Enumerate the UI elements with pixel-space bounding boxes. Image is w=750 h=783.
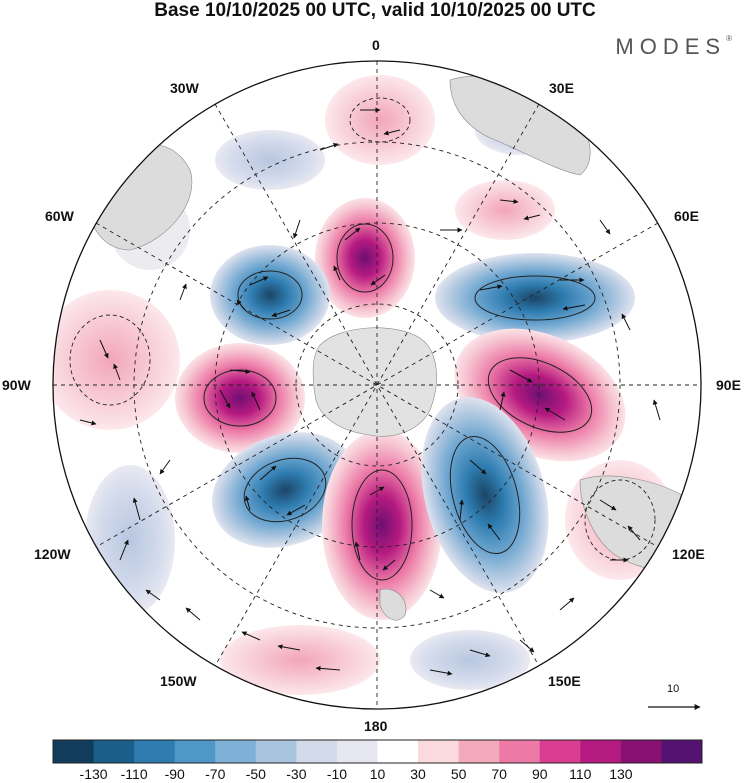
- colorbar-tick-label: 90: [531, 766, 548, 782]
- map-border: [52, 60, 702, 710]
- lon-label-90e: 90E: [716, 377, 741, 393]
- colorbar-tick-label: 10: [369, 766, 386, 782]
- wind-vectors: [79, 107, 661, 676]
- lon-label-0: 0: [372, 37, 380, 53]
- colorbar-swatch: [661, 740, 703, 763]
- vector-scale-label: 10: [667, 683, 680, 695]
- lon-label-30e: 30E: [549, 80, 574, 96]
- anomaly-negative-60W: [210, 245, 330, 345]
- anomaly-weak-negative: [215, 130, 325, 190]
- lon-label-150e: 150E: [548, 673, 581, 689]
- colorbar-swatch: [458, 740, 500, 763]
- anomaly-weak-negative: [85, 465, 175, 615]
- colorbar: [52, 739, 703, 764]
- colorbar-swatch: [336, 740, 378, 763]
- lon-label-150w: 150W: [160, 673, 197, 689]
- anomaly-weak-positive: [455, 180, 555, 240]
- colorbar-tick-label: -30: [286, 766, 307, 782]
- anomaly-weak-negative: [410, 630, 530, 690]
- colorbar-tick-label: 30: [410, 766, 426, 782]
- colorbar-swatch: [53, 740, 95, 763]
- anomaly-weak-positive: [220, 625, 380, 695]
- colorbar-swatch: [174, 740, 216, 763]
- lon-label-60w: 60W: [45, 208, 74, 224]
- colorbar-border: [52, 739, 703, 764]
- anomaly-negative-140E: [421, 397, 549, 593]
- colorbar-tick-label: -70: [205, 766, 226, 782]
- lon-label-120e: 120E: [672, 546, 705, 562]
- colorbar-tick-label: -90: [164, 766, 185, 782]
- colorbar-swatch: [620, 740, 662, 763]
- colorbar-swatch: [134, 740, 176, 763]
- colorbar-swatch: [377, 740, 419, 763]
- colorbar-tick-label: -50: [245, 766, 266, 782]
- colorbar-swatch: [499, 740, 541, 763]
- colorbar-tick-label: 70: [491, 766, 507, 782]
- colorbar-swatch: [215, 740, 257, 763]
- anomaly-negative-130W: [212, 432, 358, 548]
- colorbar-swatch: [296, 740, 338, 763]
- lon-label-120w: 120W: [34, 546, 71, 562]
- lon-label-180: 180: [364, 718, 388, 734]
- colorbar-swatch: [418, 740, 460, 763]
- colorbar-swatch: [580, 740, 622, 763]
- new-zealand-land: [379, 588, 407, 621]
- colorbar-swatch: [93, 740, 135, 763]
- colorbar-tick-label: -110: [120, 766, 148, 782]
- colorbar-tick-label: 110: [569, 766, 592, 782]
- map-title: Base 10/10/2025 00 UTC, valid 10/10/2025…: [154, 0, 596, 21]
- anomaly-positive-90W: [175, 343, 305, 453]
- anomaly-weak-positive: [325, 75, 435, 165]
- colorbar-swatch: [539, 740, 581, 763]
- modes-logo: MODES®: [615, 34, 732, 59]
- graticule: [53, 61, 701, 709]
- colorbar-swatch: [255, 740, 297, 763]
- colorbar-tick-label: 50: [450, 766, 467, 782]
- anomaly-weak-positive: [53, 290, 180, 430]
- colorbar-tick-label: -10: [326, 766, 348, 782]
- anomaly-positive-180: [322, 430, 442, 620]
- anomaly-positive-0E: [315, 198, 415, 318]
- anomaly-negative-60E: [435, 253, 635, 343]
- colorbar-tick-label: 130: [609, 766, 633, 782]
- lon-label-30w: 30W: [170, 80, 199, 96]
- lon-label-60e: 60E: [674, 208, 699, 224]
- lon-label-90w: 90W: [2, 377, 31, 393]
- colorbar-tick-label: -130: [79, 766, 108, 782]
